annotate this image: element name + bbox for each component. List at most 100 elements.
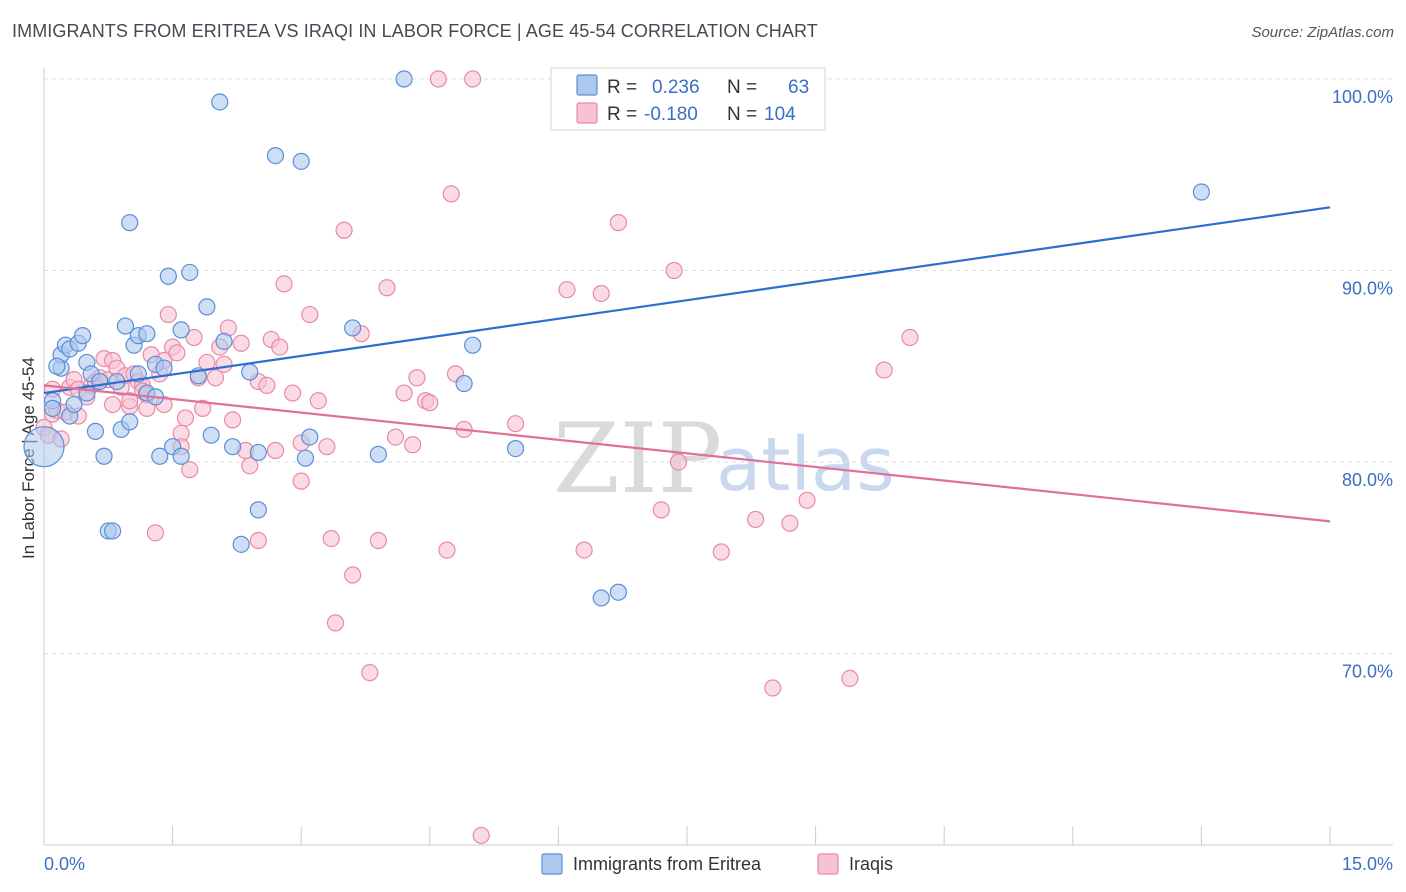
eritrea-point bbox=[121, 413, 139, 431]
iraqis-point bbox=[318, 438, 336, 456]
iraqis-point bbox=[194, 399, 212, 417]
eritrea-point bbox=[181, 263, 199, 282]
iraqis-point bbox=[322, 529, 340, 548]
trendlines bbox=[43, 206, 1331, 523]
eritrea-point bbox=[159, 267, 177, 285]
eritrea-point bbox=[369, 445, 387, 463]
iraqis-point bbox=[103, 395, 122, 414]
iraqis-point bbox=[408, 369, 426, 387]
iraqis-point bbox=[442, 185, 460, 203]
legend-n-value-eritrea: 63 bbox=[788, 77, 809, 98]
eritrea-point bbox=[464, 336, 482, 354]
iraqis-point bbox=[185, 328, 203, 347]
iraqis-point bbox=[609, 214, 628, 232]
x-tick-label-min: 0.0% bbox=[44, 854, 85, 874]
eritrea-point bbox=[455, 374, 473, 393]
eritrea-point bbox=[65, 395, 83, 414]
eritrea-point bbox=[116, 317, 135, 335]
iraqis-point bbox=[592, 284, 610, 303]
iraqis-point bbox=[181, 461, 199, 479]
iraqis-point bbox=[258, 376, 276, 394]
eritrea-trendline bbox=[43, 206, 1331, 395]
iraqis-point bbox=[146, 524, 165, 542]
iraqis-point bbox=[472, 826, 490, 845]
iraqis-point bbox=[665, 261, 683, 280]
iraqis-point bbox=[159, 305, 177, 324]
eritrea-point bbox=[103, 522, 122, 540]
iraqis-point bbox=[232, 334, 250, 352]
iraqis-point bbox=[464, 70, 482, 88]
eritrea-point bbox=[266, 147, 285, 165]
iraqis-point bbox=[378, 279, 396, 297]
eritrea-point bbox=[395, 70, 413, 88]
series-legend-swatch-iraqis bbox=[817, 853, 839, 875]
iraqis-point bbox=[798, 491, 816, 509]
eritrea-point bbox=[23, 426, 65, 468]
legend-r-label-iraqis: R = bbox=[607, 104, 637, 125]
iraqis-point bbox=[438, 541, 456, 559]
correlation-legend: R = 0.236 N = 63 R = -0.180 N = 104 bbox=[550, 67, 826, 131]
eritrea-point bbox=[249, 443, 267, 462]
iraqis-trendline bbox=[43, 384, 1331, 523]
eritrea-point bbox=[73, 327, 92, 345]
eritrea-point bbox=[211, 93, 229, 111]
eritrea-point bbox=[151, 447, 169, 465]
legend-swatch-iraqis bbox=[576, 102, 598, 124]
eritrea-point bbox=[232, 535, 250, 553]
eritrea-point bbox=[249, 501, 267, 519]
eritrea-point bbox=[241, 363, 259, 381]
eritrea-point bbox=[172, 447, 190, 465]
iraqis-point bbox=[506, 415, 525, 433]
iraqis-point bbox=[395, 384, 413, 402]
y-tick-label: 70.0% bbox=[1342, 662, 1393, 682]
iraqis-point bbox=[224, 411, 242, 429]
eritrea-point bbox=[48, 357, 66, 375]
iraqis-point bbox=[746, 510, 765, 529]
series-legend-label-iraqis: Iraqis bbox=[849, 854, 893, 874]
iraqis-point bbox=[421, 394, 439, 412]
y-tick-label: 80.0% bbox=[1342, 470, 1393, 490]
eritrea-point bbox=[344, 319, 362, 337]
iraqis-point bbox=[275, 275, 293, 293]
eritrea-point bbox=[198, 298, 216, 316]
y-tick-label: 90.0% bbox=[1342, 279, 1393, 299]
eritrea-point bbox=[43, 399, 62, 417]
legend-r-label-eritrea: R = bbox=[607, 77, 637, 98]
iraqis-point bbox=[558, 281, 576, 299]
series-legend-label-eritrea: Immigrants from Eritrea bbox=[573, 854, 762, 874]
legend-n-value-iraqis: 104 bbox=[764, 104, 796, 125]
legend-n-label-iraqis: N = bbox=[727, 104, 757, 125]
iraqis-point bbox=[271, 338, 289, 356]
eritrea-point bbox=[91, 372, 109, 391]
iraqis-point bbox=[176, 409, 195, 427]
iraqis-point bbox=[404, 436, 422, 454]
eritrea-point bbox=[138, 325, 156, 343]
eritrea-point bbox=[292, 152, 310, 170]
eritrea-point bbox=[95, 447, 113, 465]
legend-r-value-eritrea: 0.236 bbox=[652, 77, 700, 98]
iraqis-point bbox=[712, 543, 730, 561]
eritrea-point bbox=[121, 214, 139, 232]
iraqis-point bbox=[361, 664, 379, 682]
eritrea-point bbox=[172, 321, 190, 339]
iraqis-point bbox=[292, 472, 310, 490]
eritrea-point bbox=[202, 426, 220, 444]
eritrea-point bbox=[609, 583, 628, 601]
series-legend: Immigrants from Eritrea Iraqis bbox=[541, 853, 893, 875]
eritrea-point bbox=[155, 359, 173, 377]
eritrea-point bbox=[224, 438, 242, 456]
iraqis-point bbox=[781, 514, 799, 532]
iraqis-point bbox=[875, 361, 893, 379]
iraqis-point bbox=[335, 221, 353, 239]
iraqis-point bbox=[386, 428, 405, 446]
iraqis-point bbox=[206, 369, 225, 387]
eritrea-point bbox=[296, 449, 315, 467]
iraqis-point bbox=[652, 501, 670, 519]
iraqis-point bbox=[326, 614, 345, 632]
eritrea-point bbox=[592, 589, 610, 607]
iraqis-point bbox=[369, 531, 387, 550]
iraqis-point bbox=[249, 531, 267, 550]
iraqis-point bbox=[241, 457, 259, 475]
iraqis-point bbox=[764, 679, 782, 697]
eritrea-point bbox=[215, 332, 233, 350]
